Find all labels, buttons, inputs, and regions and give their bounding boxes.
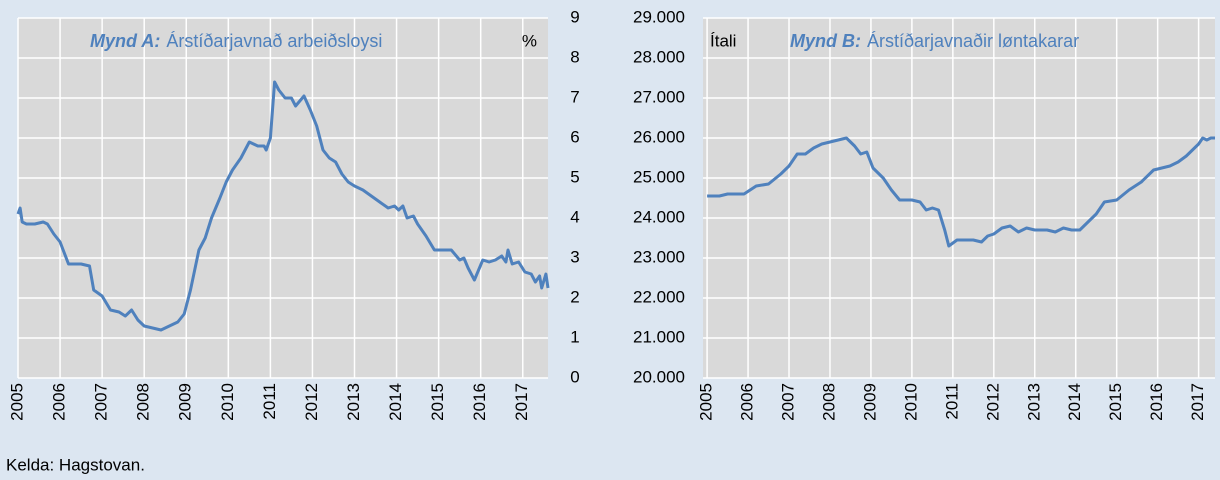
x-tick-label: 2013 — [344, 383, 363, 421]
y-tick-label: 7 — [570, 87, 579, 106]
x-tick-label: 2011 — [942, 383, 961, 420]
x-tick-label: 2009 — [176, 383, 195, 421]
x-tick-label: 2006 — [738, 383, 757, 421]
title-text: Árstíðarjavnaðir løntakarar — [867, 31, 1079, 51]
x-tick-label: 2005 — [7, 383, 26, 421]
unit-label: Ítali — [710, 31, 736, 50]
x-tick-label: 2005 — [697, 383, 716, 421]
y-tick-label: 4 — [570, 207, 579, 226]
title-label: Mynd B: — [790, 31, 861, 51]
y-tick-label: 3 — [570, 247, 579, 266]
y-tick-label: 25.000 — [633, 167, 685, 186]
y-tick-label: 28.000 — [633, 47, 685, 66]
unit-label: % — [522, 31, 537, 50]
y-tick-label: 23.000 — [633, 247, 685, 266]
y-tick-label: 1 — [570, 327, 579, 346]
y-tick-label: 22.000 — [633, 287, 685, 306]
y-tick-label: 5 — [570, 167, 579, 186]
x-tick-label: 2006 — [50, 383, 69, 421]
x-tick-label: 2014 — [386, 383, 405, 421]
x-tick-label: 2015 — [1106, 383, 1125, 421]
x-tick-label: 2012 — [983, 383, 1002, 421]
x-tick-label: 2017 — [1188, 383, 1207, 421]
x-tick-label: 2015 — [428, 383, 447, 421]
chart-title: Mynd A: Árstíðarjavnað arbeiðsloysi — [90, 31, 382, 51]
y-tick-label: 20.000 — [633, 367, 685, 386]
y-tick-label: 6 — [570, 127, 579, 146]
x-tick-label: 2008 — [134, 383, 153, 421]
y-tick-label: 2 — [570, 287, 579, 306]
x-tick-label: 2009 — [860, 383, 879, 421]
x-tick-label: 2011 — [260, 383, 279, 420]
plot-area — [18, 18, 548, 378]
x-tick-label: 2010 — [901, 383, 920, 421]
title-label: Mynd A: — [90, 31, 160, 51]
x-tick-label: 2007 — [779, 383, 798, 421]
x-tick-label: 2017 — [512, 383, 531, 421]
x-tick-label: 2014 — [1065, 383, 1084, 421]
x-tick-label: 2013 — [1024, 383, 1043, 421]
y-tick-label: 26.000 — [633, 127, 685, 146]
x-tick-label: 2010 — [218, 383, 237, 421]
y-tick-label: 24.000 — [633, 207, 685, 226]
y-tick-label: 0 — [570, 367, 579, 386]
x-tick-label: 2016 — [1147, 383, 1166, 421]
plot-area — [703, 18, 1215, 378]
y-tick-label: 27.000 — [633, 87, 685, 106]
chart-title: Mynd B: Árstíðarjavnaðir løntakarar — [790, 31, 1079, 51]
x-tick-label: 2012 — [302, 383, 321, 421]
x-tick-label: 2008 — [819, 383, 838, 421]
x-tick-label: 2016 — [470, 383, 489, 421]
y-tick-label: 8 — [570, 47, 579, 66]
y-tick-label: 21.000 — [633, 327, 685, 346]
data-line — [707, 136, 1215, 248]
data-line — [16, 80, 550, 332]
y-tick-label: 9 — [570, 7, 579, 26]
y-tick-label: 29.000 — [633, 7, 685, 26]
title-text: Árstíðarjavnað arbeiðsloysi — [166, 31, 382, 51]
source: Kelda: Hagstovan. — [6, 455, 145, 474]
x-tick-label: 2007 — [92, 383, 111, 421]
